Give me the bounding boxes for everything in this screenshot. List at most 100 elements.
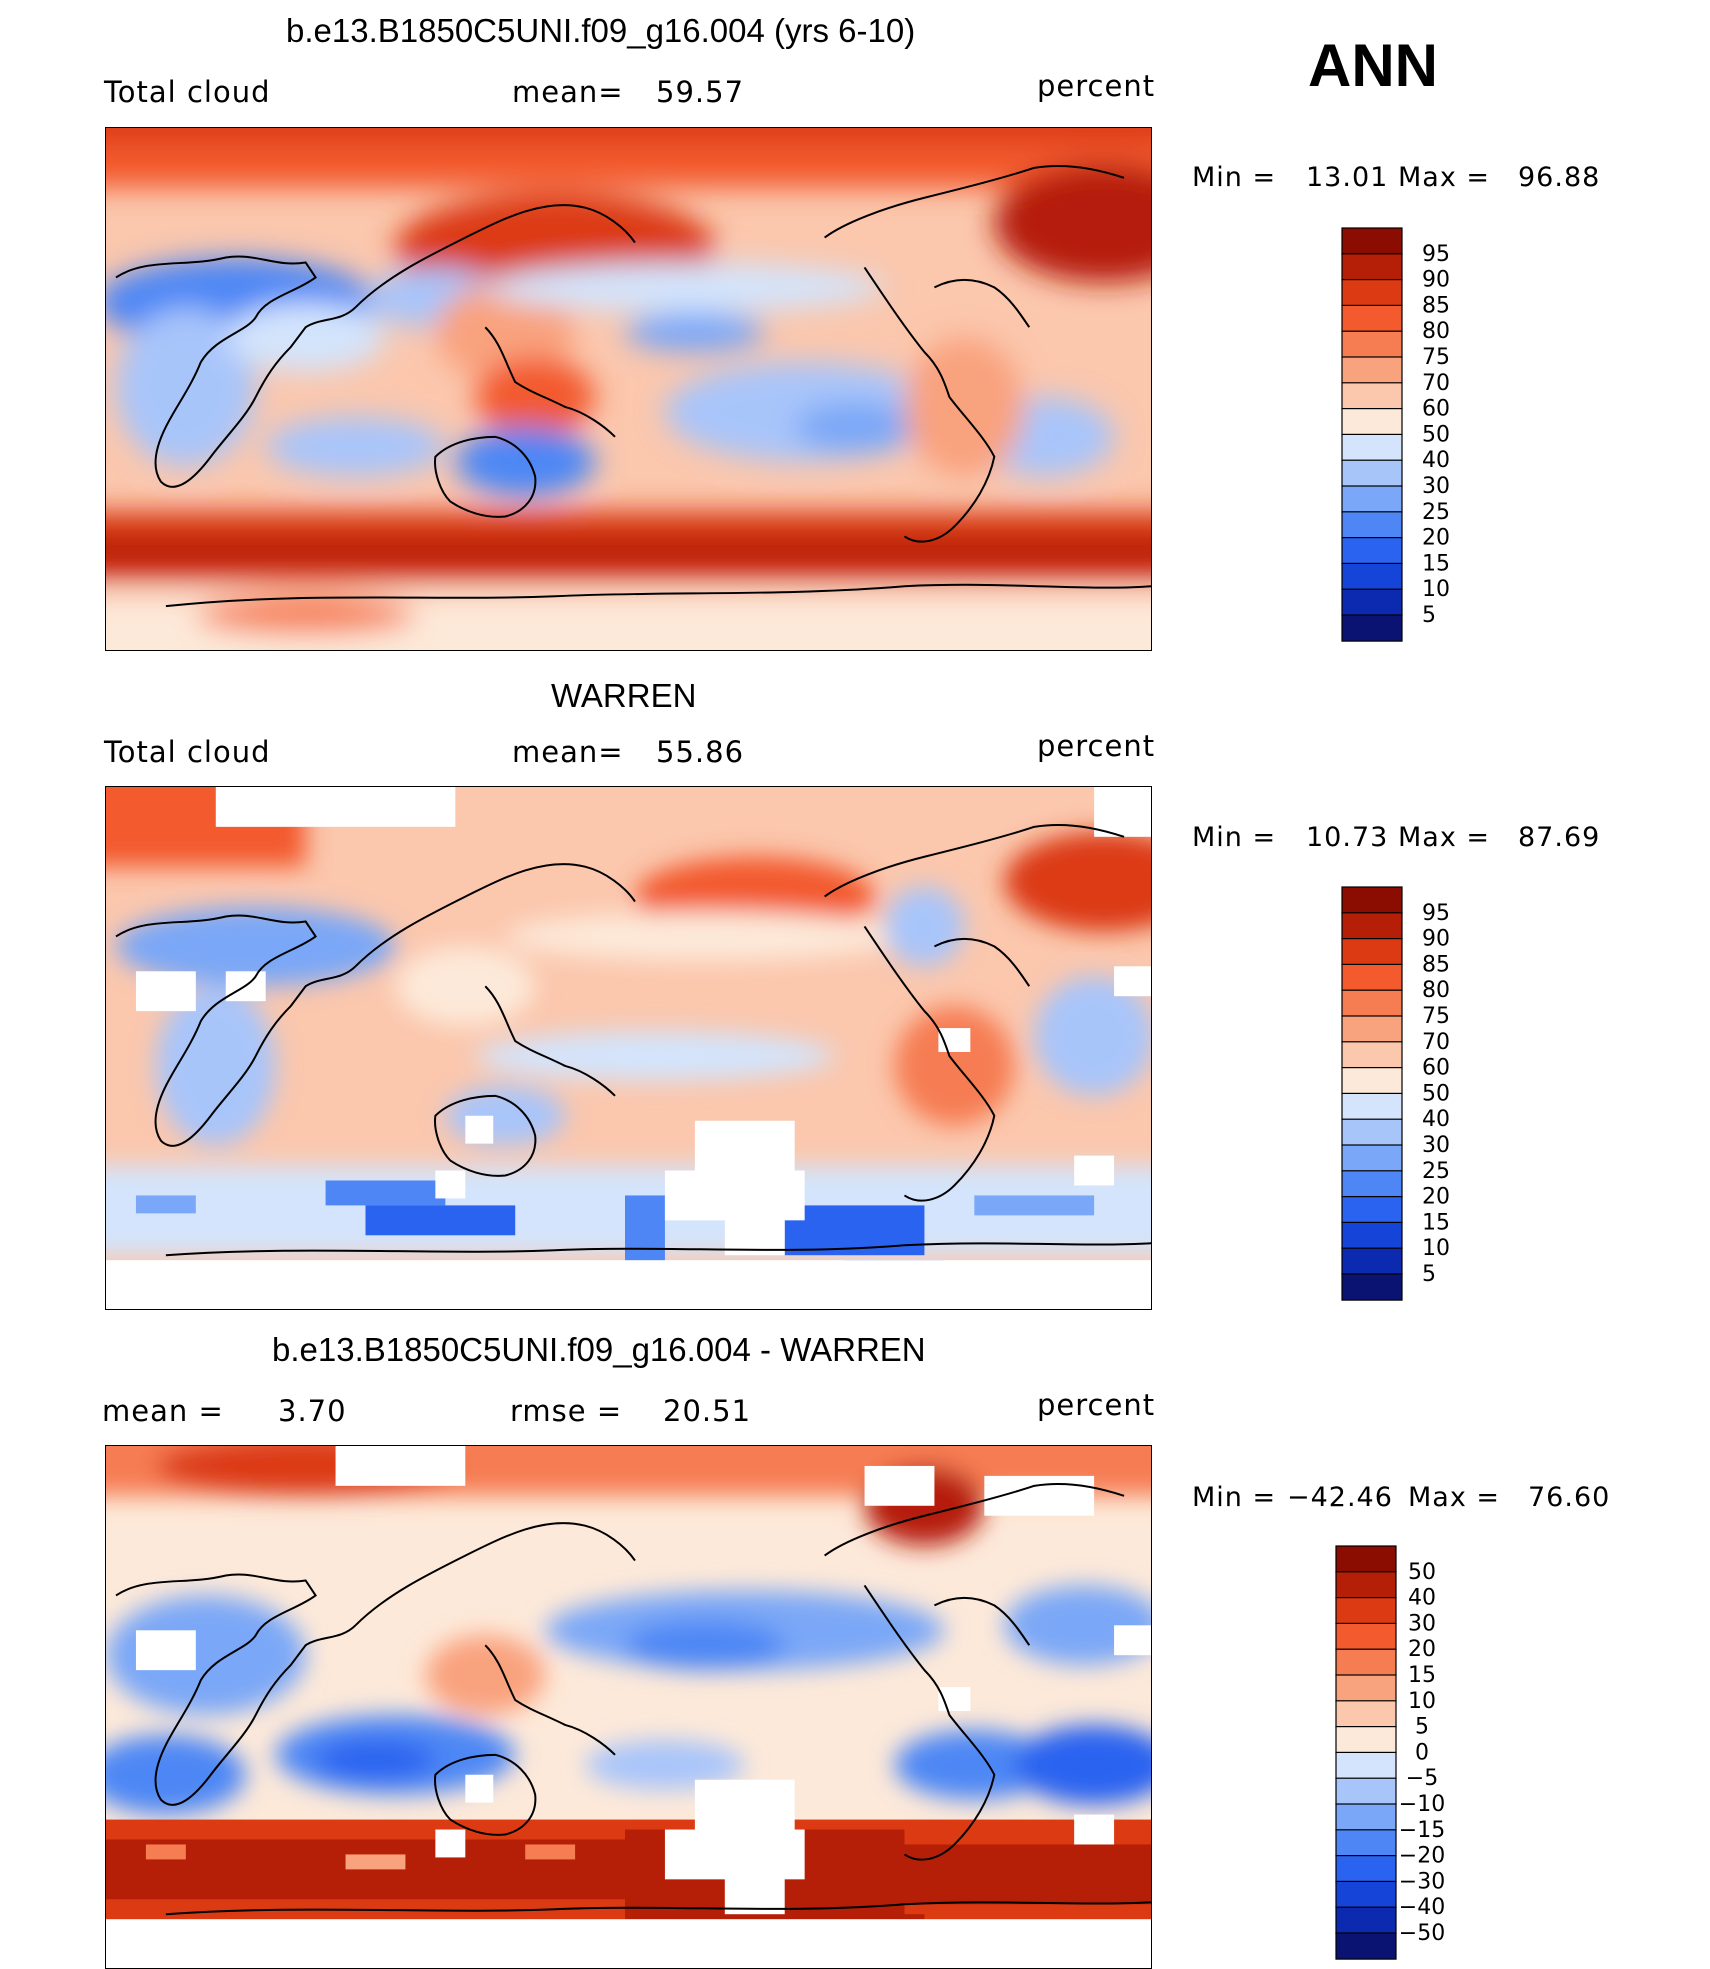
panel-model-title: b.e13.B1850C5UNI.f09_g16.004 (yrs 6-10) bbox=[286, 12, 916, 49]
colorbar-box-10 bbox=[1341, 356, 1403, 384]
panel-obs-units: percent bbox=[1037, 729, 1156, 763]
colorbar-label: 60 bbox=[1422, 397, 1450, 422]
colorbar-box-8 bbox=[1341, 408, 1403, 436]
colorbar-label: 5 bbox=[1422, 603, 1436, 628]
colorbar-box-15 bbox=[1341, 886, 1403, 914]
panel-model-max-label: Max = bbox=[1398, 162, 1491, 193]
colorbar-box-9 bbox=[1341, 382, 1403, 410]
colorbar-label: 30 bbox=[1422, 474, 1450, 499]
colorbar-box-13 bbox=[1335, 1596, 1397, 1625]
colorbar-box-5 bbox=[1341, 1144, 1403, 1172]
colorbar-label: −15 bbox=[1399, 1818, 1445, 1843]
panel-diff-colorbar: 50 40 30 20 15 10 5 0 −5 −10 −15 −20 −30 −40 −50 bbox=[1335, 1545, 1456, 1966]
colorbar-label: 10 bbox=[1422, 1236, 1450, 1261]
panel-model-mean-value: 59.57 bbox=[656, 75, 745, 109]
colorbar-label: −5 bbox=[1406, 1766, 1438, 1791]
colorbar-label: −20 bbox=[1399, 1844, 1445, 1869]
colorbar-label: 90 bbox=[1422, 927, 1450, 952]
panel-model-max-value: 96.88 bbox=[1518, 162, 1601, 193]
colorbar-box-4 bbox=[1341, 1170, 1403, 1198]
colorbar-box-3 bbox=[1335, 1855, 1397, 1883]
colorbar-label: 85 bbox=[1422, 293, 1450, 318]
colorbar-label: 10 bbox=[1408, 1689, 1436, 1714]
panel-diff-mean-label: mean = bbox=[102, 1394, 224, 1428]
panel-model-min-label: Min = bbox=[1192, 162, 1277, 193]
colorbar-box-4 bbox=[1335, 1829, 1397, 1857]
colorbar-box-0 bbox=[1341, 1273, 1403, 1301]
colorbar-label: 40 bbox=[1422, 1107, 1450, 1132]
colorbar-box-11 bbox=[1335, 1648, 1397, 1676]
panel-obs-variable: Total cloud bbox=[104, 735, 271, 769]
panel-model-units: percent bbox=[1037, 69, 1156, 103]
colorbar-label: −10 bbox=[1399, 1792, 1445, 1817]
colorbar-box-5 bbox=[1341, 485, 1403, 513]
colorbar-box-10 bbox=[1335, 1674, 1397, 1702]
panel-diff-units: percent bbox=[1037, 1388, 1156, 1422]
colorbar-box-4 bbox=[1341, 511, 1403, 539]
colorbar-box-3 bbox=[1341, 1196, 1403, 1224]
colorbar-box-14 bbox=[1335, 1571, 1397, 1599]
panel-obs-mean-label: mean= bbox=[512, 735, 624, 769]
colorbar-label: 30 bbox=[1408, 1611, 1436, 1636]
colorbar-label: 10 bbox=[1422, 577, 1450, 602]
map-diff bbox=[105, 1445, 1152, 1969]
colorbar-box-11 bbox=[1341, 989, 1403, 1017]
colorbar-label: 90 bbox=[1422, 268, 1450, 293]
panel-obs-max-value: 87.69 bbox=[1518, 822, 1601, 853]
colorbar-box-13 bbox=[1341, 937, 1403, 966]
map-obs-field bbox=[106, 787, 1151, 1309]
colorbar-box-1 bbox=[1341, 588, 1403, 616]
colorbar-label: 50 bbox=[1422, 1081, 1450, 1106]
map-obs bbox=[105, 786, 1152, 1310]
map-model-field bbox=[106, 128, 1151, 650]
colorbar-label: 60 bbox=[1422, 1056, 1450, 1081]
colorbar-label: 50 bbox=[1408, 1560, 1436, 1585]
colorbar-box-12 bbox=[1341, 304, 1403, 333]
colorbar-box-6 bbox=[1341, 459, 1403, 487]
colorbar-label: 75 bbox=[1422, 1004, 1450, 1029]
colorbar-box-15 bbox=[1341, 227, 1403, 255]
colorbar-label: 80 bbox=[1422, 319, 1450, 344]
colorbar-box-9 bbox=[1335, 1700, 1397, 1728]
colorbar-label: −30 bbox=[1399, 1869, 1445, 1894]
map-model bbox=[105, 127, 1152, 651]
colorbar-box-12 bbox=[1341, 963, 1403, 992]
panel-model-colorbar: 95 90 85 80 75 70 60 50 40 30 25 20 15 10 5 bbox=[1341, 227, 1462, 648]
colorbar-box-14 bbox=[1341, 912, 1403, 940]
panel-obs-colorbar: 95 90 85 80 75 70 60 50 40 30 25 20 15 10 5 bbox=[1341, 886, 1462, 1307]
colorbar-label: 80 bbox=[1422, 978, 1450, 1003]
colorbar-label: −50 bbox=[1399, 1921, 1445, 1946]
colorbar-label: 15 bbox=[1422, 1210, 1450, 1235]
colorbar-box-11 bbox=[1341, 330, 1403, 358]
map-diff-field bbox=[106, 1446, 1151, 1968]
panel-diff-rmse-label: rmse = bbox=[510, 1394, 623, 1428]
colorbar-label: 50 bbox=[1422, 422, 1450, 447]
colorbar-box-8 bbox=[1341, 1067, 1403, 1095]
panel-diff-max-label: Max = bbox=[1408, 1482, 1501, 1513]
colorbar-box-13 bbox=[1341, 278, 1403, 307]
panel-diff-rmse-value: 20.51 bbox=[663, 1394, 752, 1428]
colorbar-box-2 bbox=[1335, 1880, 1397, 1909]
panel-obs-min-value: 10.73 bbox=[1306, 822, 1389, 853]
colorbar-label: 40 bbox=[1422, 448, 1450, 473]
colorbar-box-6 bbox=[1341, 1118, 1403, 1146]
colorbar-box-0 bbox=[1335, 1932, 1397, 1960]
colorbar-label: 75 bbox=[1422, 345, 1450, 370]
colorbar-label: 20 bbox=[1408, 1637, 1436, 1662]
colorbar-label: 15 bbox=[1408, 1663, 1436, 1688]
colorbar-label: 25 bbox=[1422, 500, 1450, 525]
colorbar-label: 30 bbox=[1422, 1133, 1450, 1158]
panel-diff-min-value: −42.46 bbox=[1287, 1482, 1393, 1513]
colorbar-label: −40 bbox=[1399, 1895, 1445, 1920]
colorbar-box-3 bbox=[1341, 537, 1403, 565]
colorbar-label: 95 bbox=[1422, 242, 1450, 267]
colorbar-label: 40 bbox=[1408, 1586, 1436, 1611]
colorbar-box-14 bbox=[1341, 253, 1403, 281]
panel-diff-title: b.e13.B1850C5UNI.f09_g16.004 - WARREN bbox=[272, 1331, 926, 1368]
panel-obs-title: WARREN bbox=[551, 677, 697, 714]
colorbar-label: 20 bbox=[1422, 1185, 1450, 1210]
colorbar-label: 85 bbox=[1422, 952, 1450, 977]
